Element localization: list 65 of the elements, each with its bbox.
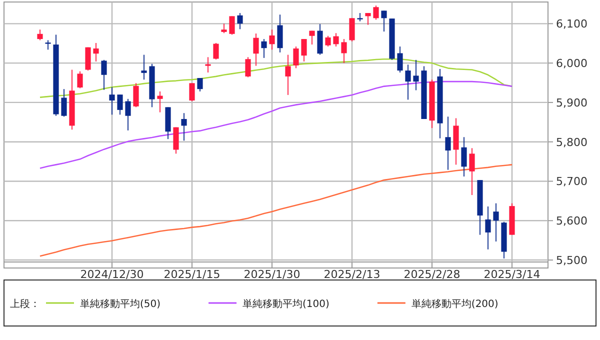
candlestick [493, 202, 499, 242]
x-tick-label: 2025/1/30 [244, 268, 300, 281]
x-tick-label: 2024/12/30 [80, 268, 144, 281]
candlestick [469, 148, 475, 196]
candlestick [141, 54, 147, 80]
candlestick [485, 206, 491, 250]
candlestick [253, 32, 259, 66]
candlestick [205, 56, 211, 74]
line-series [39, 80, 513, 169]
y-tick-label: 5,900 [556, 96, 588, 110]
x-tick-label: 2025/1/15 [164, 268, 220, 281]
candlestick [381, 10, 387, 32]
x-tick-label: 2025/2/28 [404, 268, 460, 281]
candlestick [125, 98, 131, 132]
y-tick-label: 5,800 [556, 136, 588, 149]
candlestick [101, 59, 107, 90]
candlestick [173, 126, 179, 154]
candlestick [293, 46, 299, 69]
legend-title: 上段： [10, 298, 40, 310]
candlestick [245, 56, 251, 78]
candlestick [373, 4, 379, 20]
y-tick-label: 5,600 [556, 214, 588, 228]
candlestick [461, 136, 467, 178]
candlestick [109, 86, 115, 116]
candlestick [317, 23, 323, 56]
legend-label: 単純移動平均(50) [80, 298, 161, 310]
candlestick [397, 46, 403, 74]
y-tick-label: 5,500 [556, 254, 588, 268]
candlestick [325, 35, 331, 48]
candlestick [269, 28, 275, 50]
candlestick [365, 12, 371, 26]
candlestick [413, 59, 419, 91]
candlestick [285, 54, 291, 96]
candlestick [117, 94, 123, 116]
candlestick [37, 28, 43, 41]
candlestick [221, 23, 227, 34]
candlestick [181, 112, 187, 142]
candlestick [349, 18, 355, 42]
candlestick [77, 70, 83, 89]
candlestick [301, 38, 307, 62]
candlestick [85, 46, 91, 72]
candlestick [309, 30, 315, 46]
candlestick [229, 16, 235, 36]
candlestick [333, 32, 339, 48]
x-tick-label: 2025/3/14 [484, 268, 540, 281]
candlestick [405, 64, 411, 100]
candlestick [133, 82, 139, 108]
candlestick [213, 42, 219, 60]
candlestick [61, 88, 67, 118]
candlestick [277, 14, 283, 54]
candlestick [261, 38, 267, 59]
candlestick [197, 77, 203, 92]
candlestick [445, 116, 451, 170]
legend-label: 単純移動平均(200) [411, 298, 498, 310]
legend-label: 単純移動平均(100) [242, 298, 330, 310]
candlestick [45, 40, 51, 50]
candlestick [237, 12, 243, 30]
y-tick-label: 6,000 [556, 57, 588, 70]
candlestick [189, 82, 195, 102]
candlestick [93, 42, 99, 62]
candlestick [157, 90, 163, 113]
x-tick-label: 2025/2/13 [324, 268, 380, 281]
y-tick-label: 6,100 [556, 18, 588, 31]
candlestick [341, 38, 347, 64]
y-tick-label: 5,700 [556, 175, 588, 188]
